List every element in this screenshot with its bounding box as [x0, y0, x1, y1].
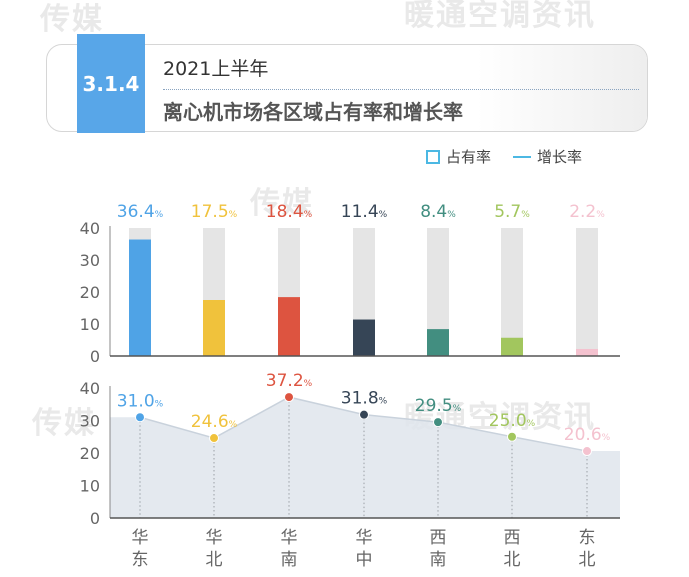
share-data-label: 17.5%	[191, 202, 238, 222]
growth-data-label: 31.0%	[117, 391, 164, 411]
bar-track	[427, 228, 449, 356]
x-category-label: 华南	[281, 528, 298, 570]
growth-point	[582, 446, 592, 457]
bar-track	[576, 228, 598, 356]
bar-y-tick-label: 10	[80, 315, 100, 334]
x-category-label: 华北	[206, 528, 223, 570]
growth-data-label: 20.6%	[564, 425, 611, 445]
x-category-label: 西南	[430, 528, 447, 570]
share-data-label: 2.2%	[569, 202, 605, 222]
chart-title: 离心机市场各区域占有率和增长率	[163, 100, 463, 124]
growth-data-label: 29.5%	[415, 396, 462, 416]
share-bar	[353, 319, 375, 356]
legend-growth-label: 增长率	[537, 148, 583, 166]
share-data-label: 5.7%	[494, 202, 530, 222]
growth-point	[359, 409, 369, 420]
bar-y-tick-label: 30	[80, 251, 100, 270]
bar-y-tick-label: 0	[90, 347, 100, 366]
title-card-shade	[477, 45, 647, 131]
bar-y-tick-label: 20	[80, 283, 100, 302]
growth-data-label: 24.6%	[191, 412, 238, 432]
x-category-label: 华中	[356, 528, 373, 570]
share-bar	[278, 297, 300, 356]
growth-point	[507, 431, 517, 442]
share-data-label: 36.4%	[117, 202, 164, 222]
title-card	[46, 44, 648, 132]
share-bar	[501, 337, 523, 356]
growth-point	[209, 433, 219, 444]
share-data-label: 8.4%	[420, 202, 456, 222]
share-data-label: 18.4%	[266, 202, 313, 222]
x-category-label: 华东	[132, 528, 149, 570]
x-category-label: 东北	[579, 528, 596, 570]
period-label: 2021上半年	[163, 58, 269, 80]
line-y-tick-label: 0	[90, 509, 100, 528]
legend: 占有率 增长率	[426, 146, 582, 167]
bar-y-tick-label: 40	[80, 219, 100, 238]
line-y-tick-label: 40	[80, 379, 100, 398]
share-data-label: 11.4%	[341, 202, 388, 222]
growth-point	[284, 392, 294, 403]
share-bar	[129, 239, 151, 356]
line-y-tick-label: 20	[80, 444, 100, 463]
share-bar	[576, 348, 598, 356]
share-bar	[427, 329, 449, 356]
growth-point	[135, 412, 145, 423]
line-y-tick-label: 30	[80, 412, 100, 431]
legend-growth-swatch	[513, 155, 532, 158]
bar-track	[501, 228, 523, 356]
growth-data-label: 31.8%	[341, 389, 388, 409]
growth-area	[110, 397, 620, 518]
x-category-label: 西北	[504, 528, 521, 570]
share-bar	[203, 300, 225, 356]
growth-data-label: 37.2%	[266, 371, 313, 391]
legend-share-swatch	[426, 149, 440, 164]
title-divider	[163, 89, 639, 90]
section-number-tag: 3.1.4	[77, 34, 145, 133]
growth-data-label: 25.0%	[489, 411, 536, 431]
line-y-tick-label: 10	[80, 477, 100, 496]
growth-point	[433, 417, 443, 428]
legend-share-label: 占有率	[446, 148, 492, 166]
